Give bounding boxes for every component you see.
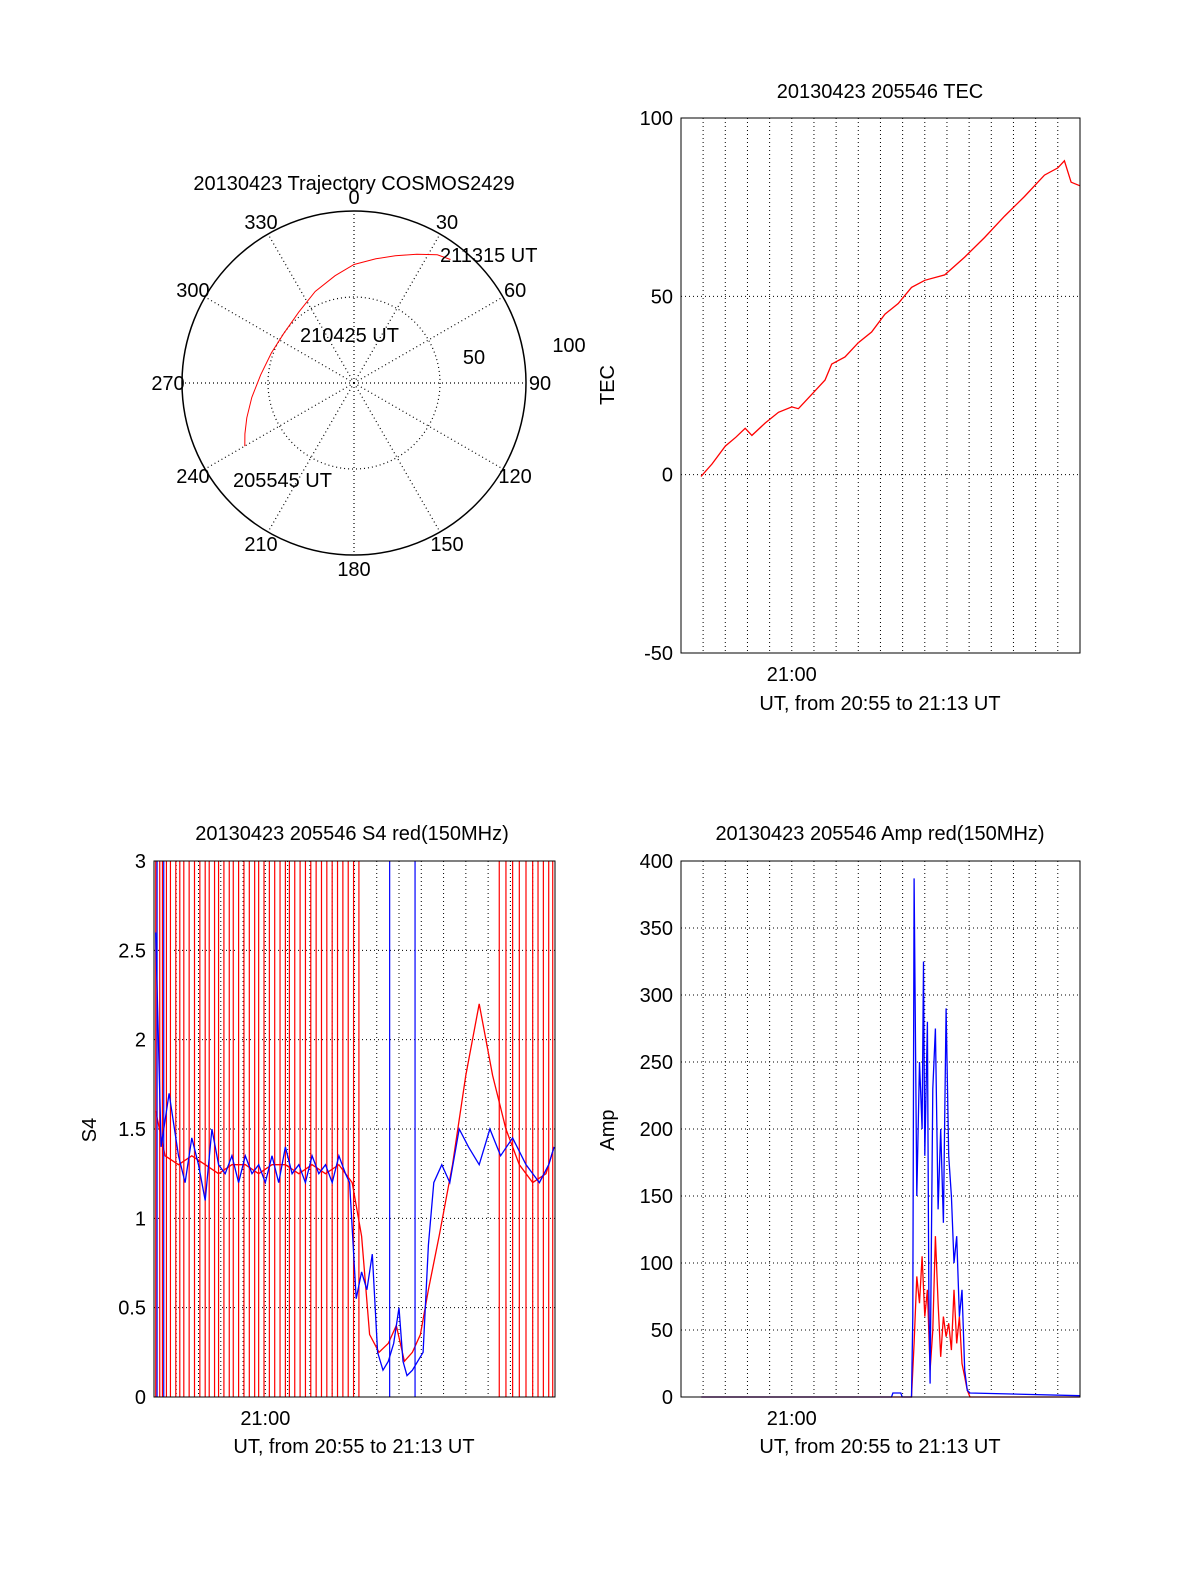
- azimuth-tick-label: 330: [244, 212, 277, 234]
- s4-x-axis-label: UT, from 20:55 to 21:13 UT: [233, 1436, 474, 1458]
- y-tick-label: 50: [651, 1320, 673, 1342]
- y-tick-label: 1: [135, 1208, 146, 1230]
- polar-spoke: [353, 233, 441, 384]
- azimuth-tick-label: 120: [498, 466, 531, 488]
- tec-plot-frame: [680, 117, 1081, 654]
- polar-azimuth-labels: 0 30 60 90 120 150 180 210 240 270 300 330: [151, 187, 551, 581]
- y-tick-label: 250: [640, 1052, 673, 1074]
- trajectory-track: [244, 253, 451, 447]
- y-tick-label: 0: [662, 465, 673, 487]
- tec-y-axis-label: TEC: [597, 365, 619, 405]
- s4-x-tick-labels: 21:00: [240, 1408, 290, 1430]
- y-tick-label: 0: [135, 1387, 146, 1409]
- x-tick-label: 21:00: [767, 664, 817, 686]
- y-tick-label: 0: [662, 1387, 673, 1409]
- polar-spoke: [204, 296, 355, 384]
- y-tick-label: 350: [640, 918, 673, 940]
- track-mid-label: 210425 UT: [300, 325, 399, 347]
- y-tick-label: 400: [640, 851, 673, 873]
- amp-y-axis-label: Amp: [597, 1109, 619, 1150]
- tec-series: [700, 159, 1081, 477]
- amp-x-tick-labels: 21:00: [767, 1408, 817, 1430]
- series-line: [701, 1236, 1080, 1398]
- amp-title: 20130423 205546 Amp red(150MHz): [715, 823, 1044, 845]
- y-tick-label: 1.5: [118, 1119, 146, 1141]
- track-end-label: 211315 UT: [440, 245, 537, 267]
- tec-y-tick-labels: -50 0 50 100: [640, 108, 673, 665]
- azimuth-tick-label: 90: [529, 373, 551, 395]
- radial-tick-label: 50: [463, 347, 485, 369]
- polar-spoke: [353, 382, 441, 533]
- amp-series: [701, 878, 1081, 1398]
- radial-tick-label: 100: [552, 335, 585, 357]
- s4-series: [155, 861, 555, 1397]
- s4-plot: 20130423 205546 S4 red(150MHz) 0 0.5 1 1.5 2…: [79, 823, 556, 1458]
- series-line: [701, 878, 1081, 1398]
- amp-plot: 20130423 205546 Amp red(150MHz) 0 50 100 15…: [597, 823, 1081, 1458]
- polar-spoke: [267, 233, 355, 384]
- series-line: [155, 932, 555, 1377]
- y-tick-label: 200: [640, 1119, 673, 1141]
- azimuth-tick-label: 150: [430, 534, 463, 556]
- y-tick-label: 100: [640, 1253, 673, 1275]
- y-tick-label: 2.5: [118, 940, 146, 962]
- azimuth-tick-label: 180: [337, 559, 370, 581]
- tec-x-axis-label: UT, from 20:55 to 21:13 UT: [759, 693, 1000, 715]
- s4-y-axis-label: S4: [79, 1118, 101, 1142]
- y-tick-label: 0.5: [118, 1298, 146, 1320]
- amp-grid: [681, 861, 1080, 1397]
- s4-plot-frame: [153, 860, 556, 1398]
- polar-spoke: [267, 382, 355, 533]
- tec-plot: 20130423 205546 TEC -50 0 50 100 21:00 UT, …: [597, 81, 1081, 715]
- azimuth-tick-label: 270: [151, 373, 184, 395]
- amp-plot-frame: [680, 860, 1081, 1398]
- y-tick-label: 100: [640, 108, 673, 130]
- azimuth-tick-label: 300: [176, 280, 209, 302]
- polar-spoke: [204, 382, 355, 470]
- polar-spoke: [353, 296, 504, 384]
- s4-y-tick-labels: 0 0.5 1 1.5 2 2.5 3: [118, 851, 146, 1409]
- x-tick-label: 21:00: [240, 1408, 290, 1430]
- tec-grid: [681, 118, 1080, 653]
- azimuth-tick-label: 30: [436, 212, 458, 234]
- azimuth-tick-label: 0: [348, 187, 359, 209]
- polar-inner-circle: [267, 296, 441, 470]
- y-tick-label: 2: [135, 1030, 146, 1052]
- polar-outer-circle: [181, 210, 527, 556]
- amp-x-axis-label: UT, from 20:55 to 21:13 UT: [759, 1436, 1000, 1458]
- y-tick-label: 3: [135, 851, 146, 873]
- y-tick-label: 300: [640, 985, 673, 1007]
- azimuth-tick-label: 240: [176, 466, 209, 488]
- azimuth-tick-label: 210: [244, 534, 277, 556]
- trajectory-title: 20130423 Trajectory COSMOS2429: [193, 173, 514, 195]
- y-tick-label: 50: [651, 286, 673, 308]
- polar-spoke: [353, 382, 504, 470]
- polar-grid: [181, 210, 527, 556]
- y-tick-label: -50: [644, 643, 673, 665]
- amp-y-tick-labels: 0 50 100 150 200 250 300 350 400: [640, 851, 673, 1409]
- tec-title: 20130423 205546 TEC: [777, 81, 983, 103]
- s4-title: 20130423 205546 S4 red(150MHz): [195, 823, 509, 845]
- series-line: [700, 159, 1081, 477]
- x-tick-label: 21:00: [767, 1408, 817, 1430]
- track-start-label: 205545 UT: [233, 470, 332, 492]
- y-tick-label: 150: [640, 1186, 673, 1208]
- tec-x-tick-labels: 21:00: [767, 664, 817, 686]
- polar-radial-labels: 50 100: [463, 335, 586, 369]
- azimuth-tick-label: 60: [504, 280, 526, 302]
- trajectory-plot: 20130423 Trajectory COSMOS2429 0 30 60 90 12…: [151, 173, 585, 581]
